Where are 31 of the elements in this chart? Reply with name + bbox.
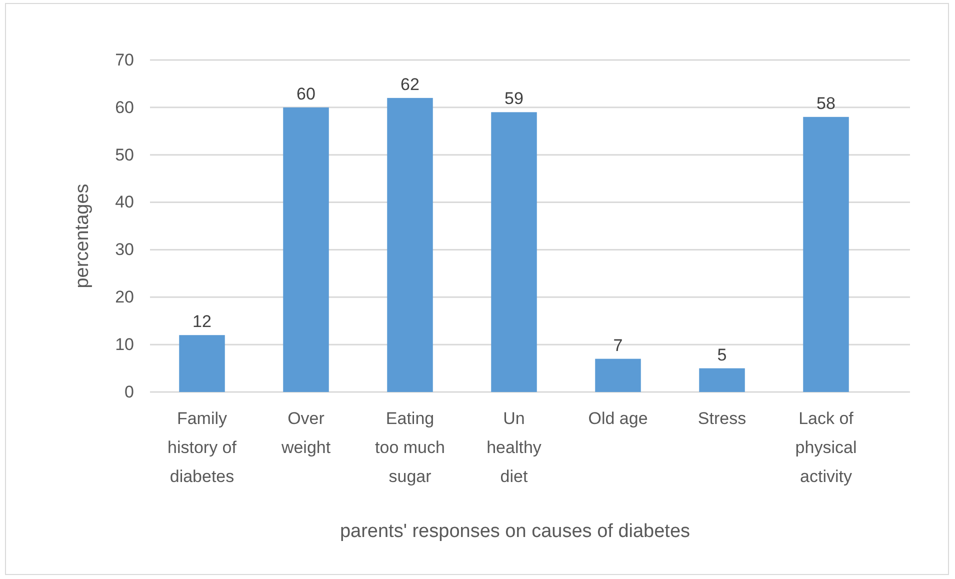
data-label: 7 — [613, 336, 623, 355]
bar — [595, 358, 641, 392]
y-tick-label: 70 — [115, 50, 134, 70]
x-axis-title: parents' responses on causes of diabetes — [340, 521, 690, 542]
data-label: 58 — [816, 94, 836, 113]
x-tick-label: Lack of physical activity — [795, 409, 857, 486]
y-tick-label: 60 — [115, 98, 134, 117]
data-label: 60 — [296, 84, 316, 104]
data-label: 62 — [400, 74, 420, 94]
data-label: 5 — [717, 345, 727, 364]
x-tick-label: Un healthy diet — [486, 409, 542, 486]
x-tick-label: Stress — [698, 409, 746, 428]
bar — [491, 112, 537, 392]
y-tick-label: 10 — [115, 335, 134, 354]
data-label: 12 — [192, 312, 212, 332]
x-tick-label: Old age — [588, 409, 648, 428]
y-tick-label: 30 — [115, 240, 134, 260]
x-tick-label: Eating too much sugar — [375, 409, 445, 486]
x-tick-label: Family history of diabetes — [168, 409, 237, 486]
bar — [179, 335, 225, 392]
bar — [283, 107, 329, 392]
data-label: 59 — [504, 89, 524, 108]
y-axis-title: percentages — [72, 184, 93, 288]
bar — [387, 98, 433, 392]
x-tick-label: Over weight — [280, 409, 331, 458]
y-tick-label: 50 — [115, 145, 134, 164]
y-tick-label: 0 — [124, 382, 134, 402]
bar — [699, 368, 745, 392]
bar — [803, 116, 849, 392]
y-tick-label: 40 — [115, 192, 134, 212]
y-tick-label: 20 — [115, 288, 134, 307]
